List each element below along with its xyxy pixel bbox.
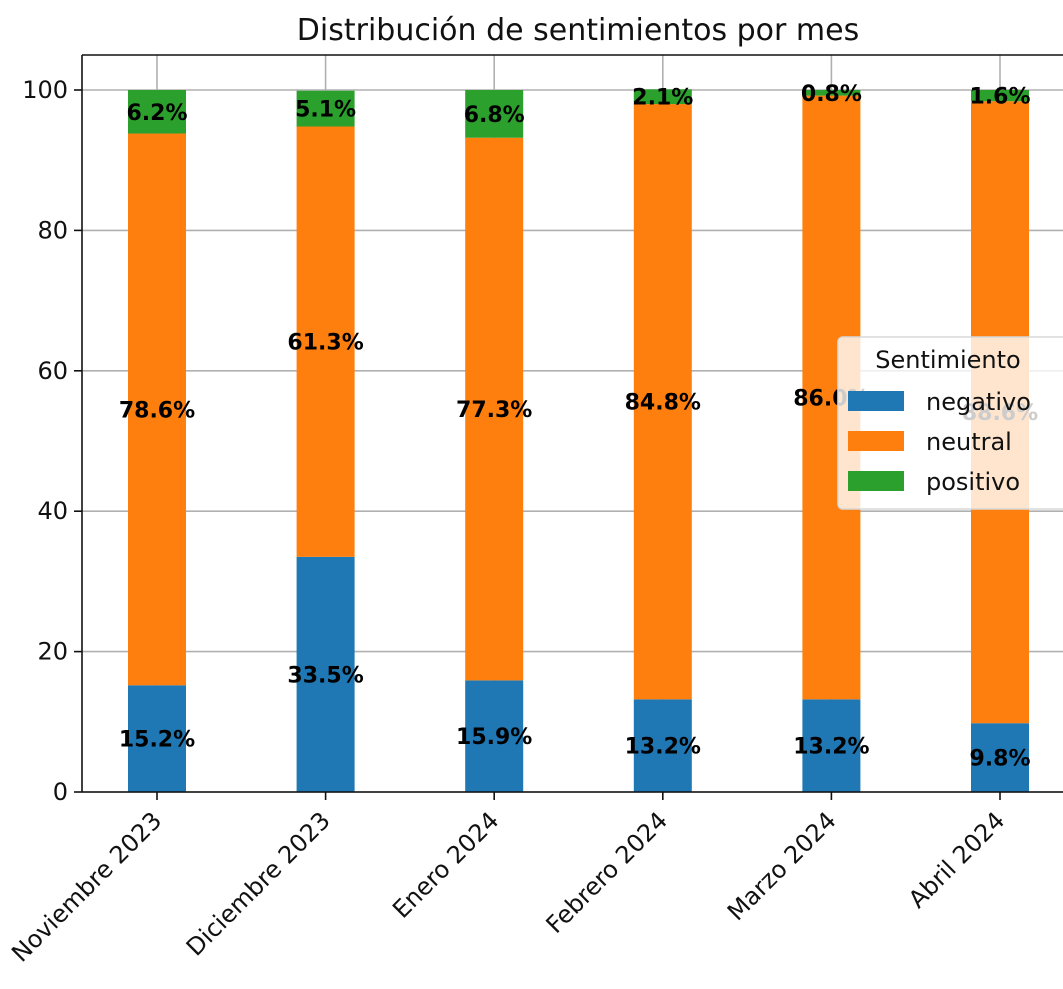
x-tick-label: Noviembre 2023 — [6, 806, 167, 967]
bar-segment-positivo — [465, 90, 524, 138]
bars-layer — [128, 89, 1029, 792]
legend-title: Sentimiento — [875, 346, 1020, 374]
y-tick-label: 20 — [37, 638, 68, 666]
legend-swatch-neutral — [848, 431, 904, 451]
x-tick-label: Marzo 2024 — [722, 806, 842, 926]
data-label-neutral: 78.6% — [119, 398, 195, 423]
data-label-neutral: 77.3% — [456, 398, 532, 423]
data-label-negativo: 33.5% — [287, 663, 363, 688]
x-tick-label: Diciembre 2023 — [181, 806, 336, 961]
y-tick-label: 40 — [37, 497, 68, 525]
y-tick-label: 100 — [22, 76, 68, 104]
chart-title: Distribución de sentimientos por mes — [297, 13, 859, 48]
bar-segment-positivo — [296, 90, 355, 127]
x-tick-label: Febrero 2024 — [541, 806, 673, 938]
legend-items: negativo neutral positivo — [848, 388, 1031, 496]
data-label-positivo: 2.1% — [632, 86, 693, 111]
data-label-positivo: 6.2% — [126, 101, 187, 126]
data-label-negativo: 15.9% — [456, 725, 532, 750]
legend-label-positivo: positivo — [926, 468, 1020, 496]
data-label-negativo: 13.2% — [625, 735, 701, 760]
bar-segment-positivo — [971, 90, 1029, 102]
data-label-positivo: 5.1% — [295, 98, 356, 123]
bar-segment-negativo — [633, 699, 692, 792]
bar-segment-positivo — [128, 90, 186, 134]
bar-segment-negativo — [971, 723, 1029, 792]
data-label-positivo: 1.6% — [969, 85, 1030, 110]
data-label-positivo: 0.8% — [801, 82, 862, 107]
y-tick-label: 0 — [53, 778, 68, 806]
bar-segment-positivo — [802, 90, 861, 96]
data-label-negativo: 15.2% — [119, 728, 195, 753]
bar-segment-negativo — [128, 685, 186, 792]
legend-box — [837, 336, 1063, 510]
bar-segment-neutral — [465, 137, 524, 681]
legend: Sentimiento negativo neutral positivo — [837, 336, 1063, 510]
bar-segment-positivo — [633, 89, 692, 105]
legend-label-negativo: negativo — [926, 388, 1031, 416]
axes-layer — [81, 54, 1063, 793]
legend-label-neutral: neutral — [926, 428, 1012, 456]
legend-swatch-positivo — [848, 471, 904, 491]
data-label-negativo: 9.8% — [969, 747, 1030, 772]
bar-segment-neutral — [633, 104, 692, 700]
bar-segment-negativo — [465, 680, 524, 792]
x-tick-label: Enero 2024 — [387, 806, 504, 923]
data-label-negativo: 13.2% — [793, 735, 869, 760]
data-label-neutral: 84.8% — [625, 391, 701, 416]
legend-swatch-negativo — [848, 391, 904, 411]
data-label-neutral: 61.3% — [287, 331, 363, 356]
bar-segment-negativo — [802, 699, 861, 792]
bar-segment-neutral — [296, 126, 355, 557]
data-label-positivo: 6.8% — [464, 103, 525, 128]
y-tick-label: 80 — [37, 216, 68, 244]
x-tick-label: Abril 2024 — [903, 806, 1010, 913]
y-tick-label: 60 — [37, 357, 68, 385]
bar-segment-negativo — [296, 556, 355, 792]
bar-segment-neutral — [128, 133, 186, 686]
